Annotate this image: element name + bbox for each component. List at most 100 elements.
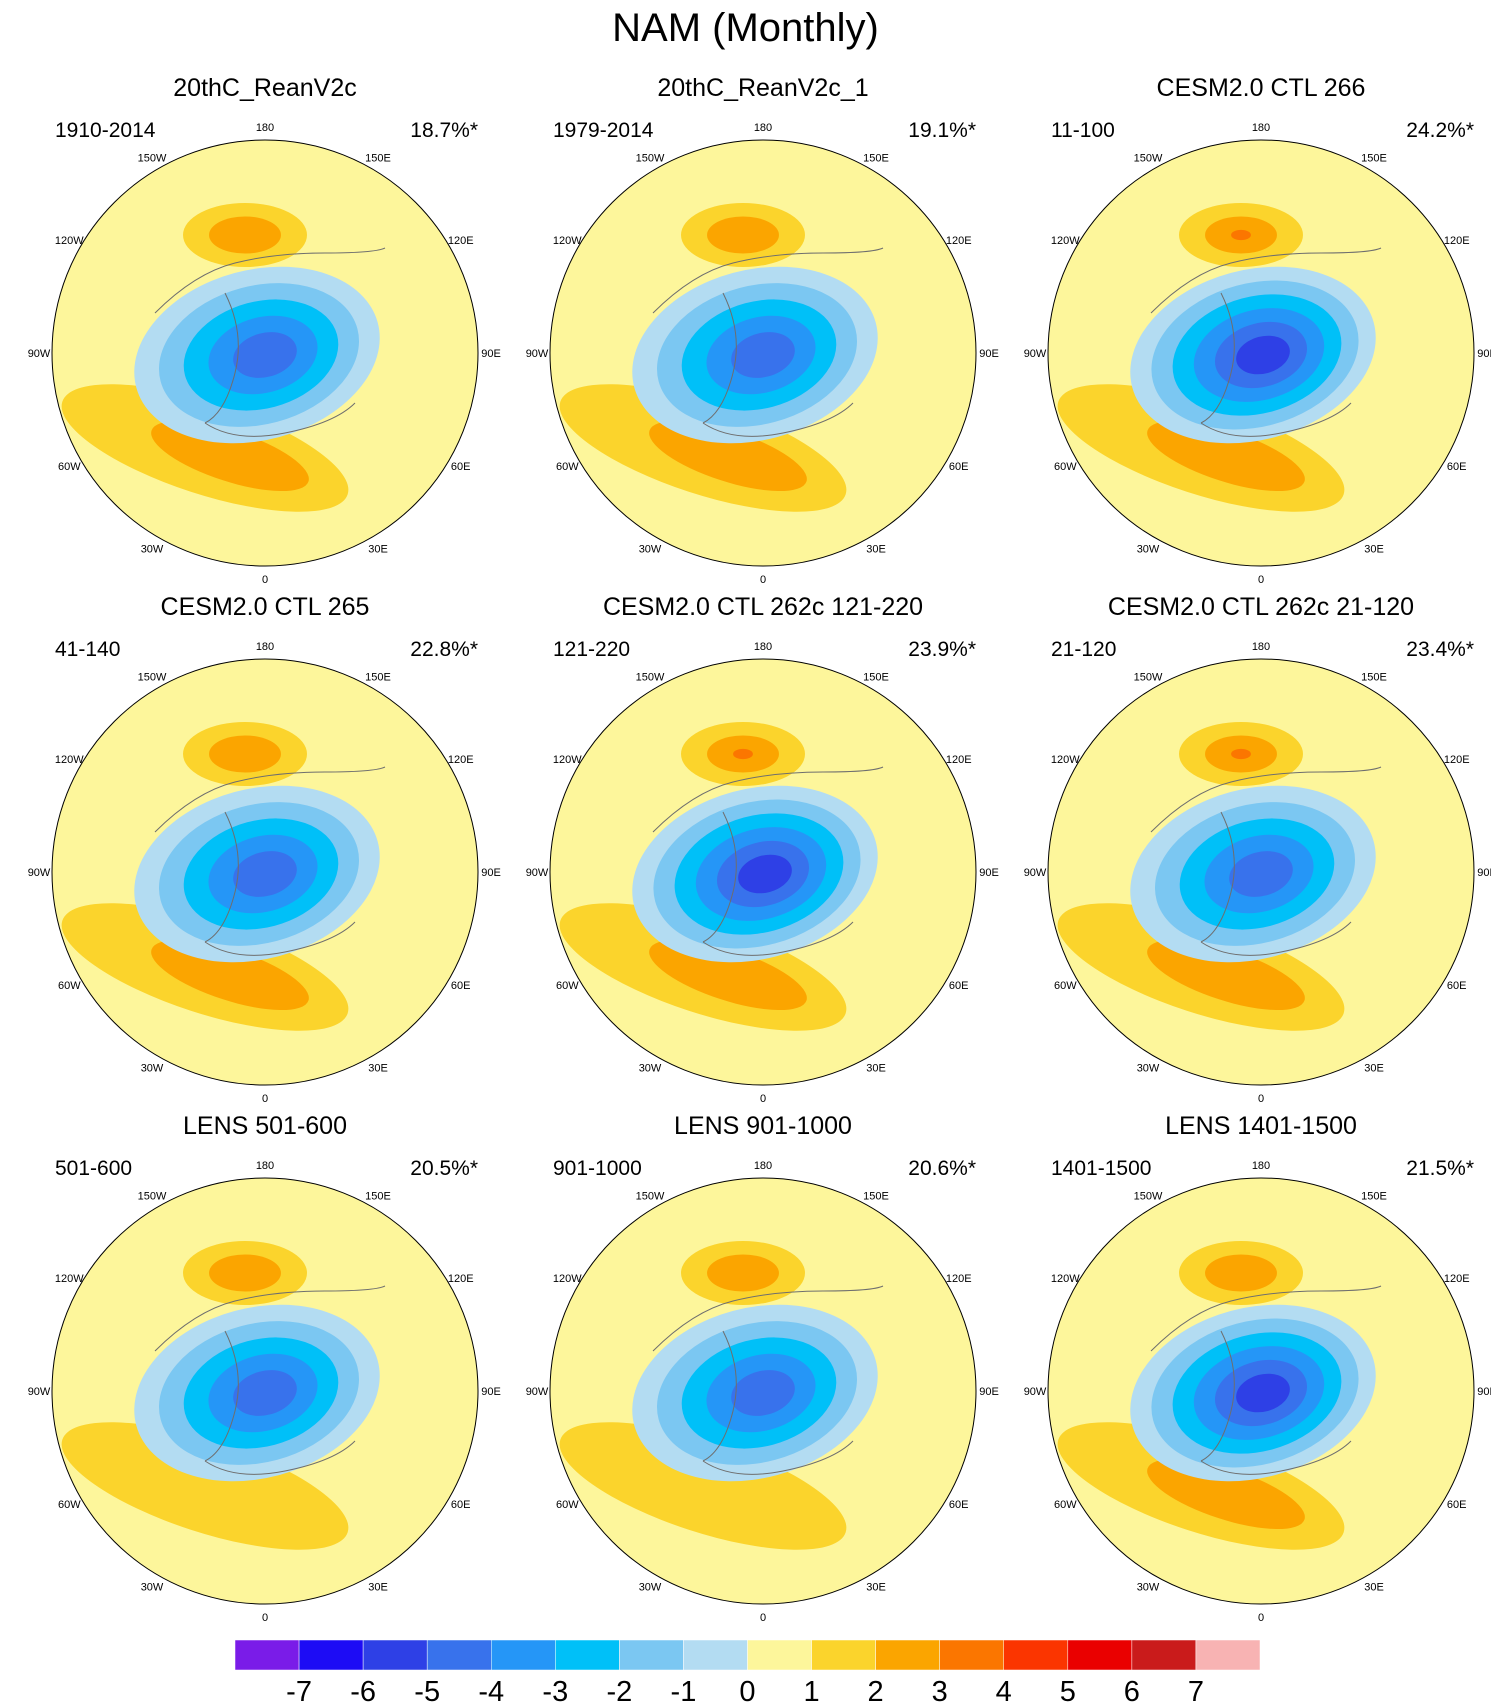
colorbar-swatch — [683, 1639, 748, 1671]
longitude-label: 60E — [451, 1499, 471, 1511]
longitude-label: 120W — [55, 1273, 84, 1285]
arctic-low-contour — [233, 1370, 297, 1416]
colorbar-swatch — [1131, 1639, 1197, 1671]
colorbar-swatch — [747, 1639, 812, 1671]
arctic-low-contour — [731, 1370, 795, 1416]
longitude-label: 0 — [760, 1093, 766, 1102]
colorbar-label: -3 — [542, 1676, 568, 1705]
panel-variance: 20.5%* — [410, 1157, 478, 1180]
panel-title: 20thC_ReanV2c — [173, 74, 357, 102]
polar-map: 180 150E 120E 90E 60E 30E 0 30W 60W 90W 120W 150W — [28, 1160, 501, 1621]
longitude-label: 120W — [55, 754, 84, 766]
longitude-label: 90E — [1477, 867, 1491, 879]
longitude-label: 0 — [1258, 574, 1264, 583]
colorbar-label: -5 — [414, 1676, 440, 1705]
longitude-label: 90W — [1024, 1386, 1047, 1398]
longitude-label: 60E — [1447, 1499, 1467, 1511]
panel-period: 41-140 — [55, 638, 121, 661]
colorbar-swatch — [298, 1639, 364, 1671]
longitude-label: 0 — [1258, 1093, 1264, 1102]
longitude-label: 30W — [1137, 544, 1160, 556]
colorbar-label: 6 — [1124, 1676, 1140, 1705]
main-title: NAM (Monthly) — [612, 6, 879, 50]
pacific-high-contour — [1231, 748, 1251, 760]
longitude-label: 150W — [1134, 1190, 1163, 1202]
panel-title: 20thC_ReanV2c_1 — [657, 74, 869, 102]
longitude-label: 30W — [141, 1582, 164, 1594]
pacific-high-contour — [209, 735, 281, 773]
map-panel: LENS 501-600 501-600 20.5%* 180 150E 120E 90E 6… — [15, 1111, 515, 1631]
longitude-label: 60E — [949, 461, 969, 473]
colorbar-label: -2 — [606, 1676, 632, 1705]
arctic-low-contour — [233, 851, 297, 897]
longitude-label: 30E — [866, 1063, 886, 1075]
colorbar-label: 7 — [1188, 1676, 1204, 1705]
panel-variance: 23.9%* — [908, 638, 976, 661]
longitude-label: 150E — [863, 152, 889, 164]
colorbar-swatch — [426, 1639, 492, 1671]
polar-map: 180 150E 120E 90E 60E 30E 0 30W 60W 90W 120W 150W — [28, 122, 501, 583]
coastline — [1150, 1285, 1382, 1475]
longitude-label: 30E — [368, 544, 388, 556]
longitude-label: 180 — [754, 1160, 772, 1172]
longitude-label: 60W — [1054, 980, 1077, 992]
map-border — [1047, 658, 1475, 1086]
longitude-label: 120E — [448, 235, 474, 247]
atlantic-high-contour — [649, 420, 807, 492]
longitude-label: 150E — [1361, 1190, 1387, 1202]
map-panel: CESM2.0 CTL 262c 121-220 121-220 23.9%* 180… — [513, 592, 1013, 1112]
pacific-high-contour — [1205, 1254, 1277, 1292]
colorbar-swatch — [1195, 1639, 1261, 1671]
colorbar-swatch — [619, 1639, 684, 1671]
longitude-label: 60E — [1447, 980, 1467, 992]
panel-period: 901-1000 — [553, 1157, 642, 1180]
map-border — [549, 139, 977, 567]
longitude-label: 180 — [1252, 641, 1270, 653]
longitude-label: 120E — [946, 754, 972, 766]
longitude-label: 30W — [639, 1063, 662, 1075]
map-border — [51, 658, 479, 1086]
coastline — [652, 766, 884, 956]
panel-period: 121-220 — [553, 638, 631, 661]
longitude-label: 60E — [451, 980, 471, 992]
panel-title: LENS 901-1000 — [674, 1112, 852, 1140]
map-border — [549, 658, 977, 1086]
pacific-high-contour — [209, 1254, 281, 1292]
arctic-low-contour — [233, 332, 297, 378]
panel-title: CESM2.0 CTL 266 — [1156, 74, 1366, 102]
colorbar-label: 4 — [996, 1676, 1012, 1705]
colorbar-swatch — [939, 1639, 1004, 1671]
atlantic-high-contour — [151, 420, 309, 492]
atlantic-high-contour — [61, 1422, 349, 1550]
map-panel: LENS 1401-1500 1401-1500 21.5%* 180 150E 120E… — [1011, 1111, 1491, 1631]
longitude-label: 90W — [1024, 867, 1047, 879]
longitude-label: 180 — [1252, 122, 1270, 134]
colorbar-label: 1 — [803, 1676, 819, 1705]
longitude-label: 60E — [451, 461, 471, 473]
longitude-label: 90E — [979, 1386, 999, 1398]
longitude-label: 90W — [28, 1386, 51, 1398]
map-border — [51, 139, 479, 567]
longitude-label: 120W — [55, 235, 84, 247]
arctic-low-contour — [1229, 851, 1293, 897]
longitude-label: 180 — [256, 641, 274, 653]
longitude-label: 120E — [946, 235, 972, 247]
longitude-label: 90E — [979, 348, 999, 360]
longitude-label: 180 — [256, 1160, 274, 1172]
longitude-label: 120W — [553, 235, 582, 247]
panel-period: 1401-1500 — [1051, 1157, 1152, 1180]
longitude-label: 180 — [1252, 1160, 1270, 1172]
panel-variance: 22.8%* — [410, 638, 478, 661]
coastline — [154, 247, 386, 437]
longitude-label: 150W — [138, 152, 167, 164]
longitude-label: 150W — [138, 671, 167, 683]
coastline — [1150, 766, 1382, 956]
arctic-low-contour — [738, 854, 792, 894]
coastline — [1150, 247, 1382, 437]
longitude-label: 150E — [863, 671, 889, 683]
longitude-label: 150W — [138, 1190, 167, 1202]
longitude-label: 90W — [526, 1386, 549, 1398]
coastline — [652, 247, 884, 437]
pacific-high-contour — [707, 1254, 779, 1292]
longitude-label: 120E — [1444, 235, 1470, 247]
